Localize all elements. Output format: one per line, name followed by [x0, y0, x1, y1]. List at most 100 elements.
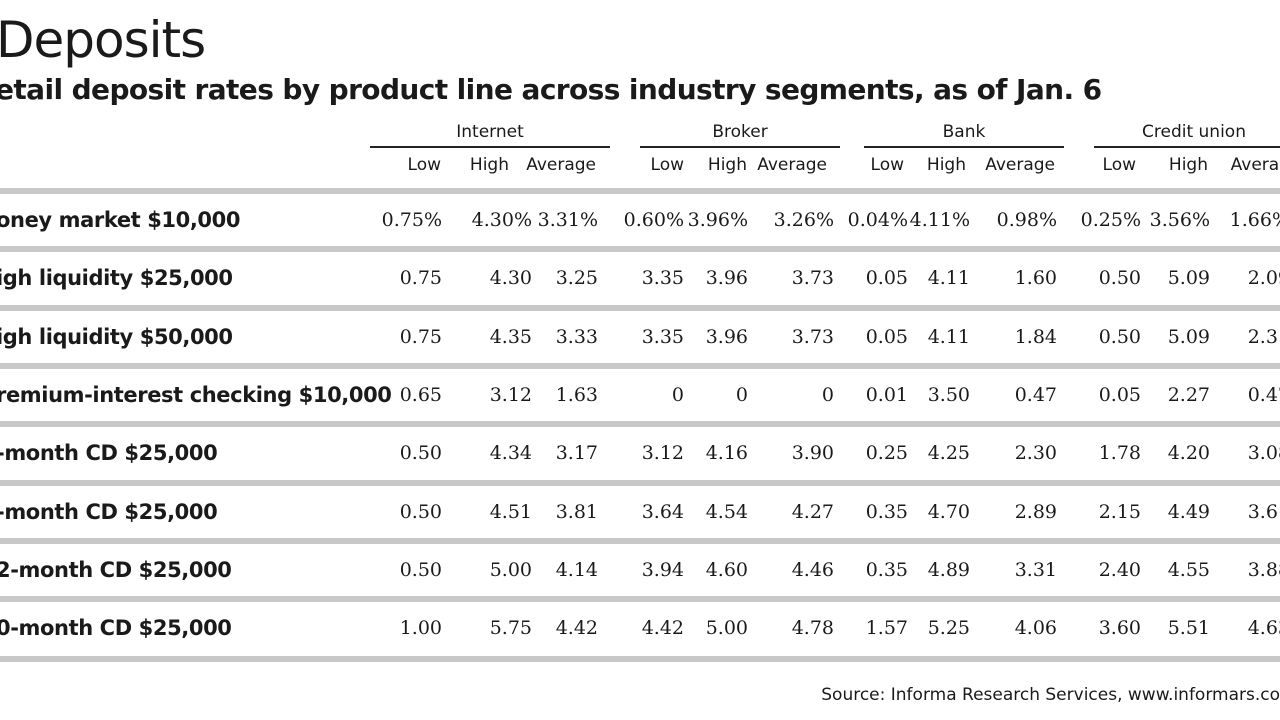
table-cell: 1.84 — [1014, 326, 1057, 348]
column-header-broker-high: High — [707, 155, 747, 175]
group-header-broker: Broker — [712, 122, 768, 142]
group-header-bank: Bank — [942, 122, 986, 142]
table-cell: 3.73 — [791, 267, 834, 289]
table-cell: 0.75 — [399, 326, 442, 348]
table-cell: 0.75% — [381, 209, 442, 231]
table-cell: 0.04% — [847, 209, 908, 231]
table-cell: 4.54 — [705, 501, 748, 523]
table-cell: 3.26% — [773, 209, 834, 231]
column-header-bank-average: Average — [985, 155, 1055, 175]
table-row: igh liquidity $25,000 0.75 4.30 3.25 3.35 3.9… — [0, 246, 1280, 304]
group-rule-broker — [640, 146, 840, 148]
table-cell: 0 — [735, 384, 748, 406]
table-row: oney market $10,000 0.75% 4.30% 3.31% 0.60% 3… — [0, 188, 1280, 246]
table-cell: 3.90 — [791, 442, 834, 464]
table-cell: 3.96 — [705, 267, 748, 289]
table-cell: 4.78 — [791, 617, 834, 639]
table-cell: 5.09 — [1167, 267, 1210, 289]
row-label: igh liquidity $50,000 — [0, 325, 233, 349]
table-cell: 2.40 — [1098, 559, 1141, 581]
row-label: oney market $10,000 — [0, 208, 241, 232]
table-cell: 2.89 — [1014, 501, 1057, 523]
table-cell: 0.50 — [399, 501, 442, 523]
table-cell: 1.60 — [1014, 267, 1057, 289]
table-cell: 3.12 — [641, 442, 684, 464]
group-rule-credit-union — [1094, 146, 1280, 148]
table-cell: 4.27 — [791, 501, 834, 523]
column-header-broker-low: Low — [650, 155, 684, 175]
table-cell: 2.31 — [1247, 326, 1280, 348]
table-cell: 2.15 — [1098, 501, 1141, 523]
table-cell: 0.35 — [865, 501, 908, 523]
table-cell: 0.60% — [623, 209, 684, 231]
table-cell: 3.81 — [555, 501, 598, 523]
table-cell: 5.00 — [705, 617, 748, 639]
table-row: 0-month CD $25,000 1.00 5.75 4.42 4.42 5.00 4.… — [0, 596, 1280, 654]
table-cell: 3.25 — [555, 267, 598, 289]
table-cell: 4.60 — [705, 559, 748, 581]
column-header-internet-average: Average — [526, 155, 596, 175]
table-cell: 4.30 — [489, 267, 532, 289]
table-cell: 3.88 — [1247, 559, 1280, 581]
table-cell: 0.25 — [865, 442, 908, 464]
table-cell: 5.09 — [1167, 326, 1210, 348]
table-bottom-rule — [0, 656, 1280, 662]
table-cell: 3.64 — [641, 501, 684, 523]
row-label: remium-interest checking $10,000 — [0, 383, 392, 407]
table-cell: 3.31 — [1014, 559, 1057, 581]
table-cell: 0.25% — [1080, 209, 1141, 231]
table-cell: 3.35 — [641, 326, 684, 348]
page-title: Deposits — [0, 11, 206, 69]
table-cell: 0.50 — [1098, 267, 1141, 289]
column-header-credit-union-high: High — [1168, 155, 1208, 175]
table-cell: 0.05 — [865, 326, 908, 348]
table-cell: 4.35 — [489, 326, 532, 348]
group-rule-internet — [370, 146, 610, 148]
table-cell: 0 — [671, 384, 684, 406]
table-cell: 0.35 — [865, 559, 908, 581]
column-header-bank-low: Low — [870, 155, 904, 175]
table-cell: 0.50 — [399, 442, 442, 464]
table-cell: 0.47 — [1247, 384, 1280, 406]
table-cell: 4.16 — [705, 442, 748, 464]
table-cell: 4.49 — [1167, 501, 1210, 523]
table-cell: 4.11 — [927, 326, 970, 348]
column-header-internet-high: High — [469, 155, 509, 175]
page-subtitle: etail deposit rates by product line acro… — [0, 73, 1102, 106]
table-cell: 4.30% — [471, 209, 532, 231]
table-cell: 4.25 — [927, 442, 970, 464]
table-cell: 3.96 — [705, 326, 748, 348]
column-header-internet-low: Low — [407, 155, 441, 175]
table-cell: 3.33 — [555, 326, 598, 348]
column-header-broker-average: Average — [757, 155, 827, 175]
table-cell: 4.14 — [555, 559, 598, 581]
row-label: igh liquidity $25,000 — [0, 266, 233, 290]
table-cell: 5.00 — [489, 559, 532, 581]
source-note: Source: Informa Research Services, www.i… — [821, 685, 1280, 705]
table-cell: 4.34 — [489, 442, 532, 464]
group-rule-bank — [864, 146, 1064, 148]
table-cell: 3.56% — [1149, 209, 1210, 231]
table-cell: 0.47 — [1014, 384, 1057, 406]
table-row: -month CD $25,000 0.50 4.51 3.81 3.64 4.54 4.2… — [0, 480, 1280, 538]
table-cell: 1.63 — [555, 384, 598, 406]
column-header-credit-union-average: Averag — [1230, 155, 1280, 175]
table-cell: 0 — [821, 384, 834, 406]
table-cell: 3.17 — [555, 442, 598, 464]
table-cell: 1.78 — [1098, 442, 1141, 464]
table-row: -month CD $25,000 0.50 4.34 3.17 3.12 4.16 3.9… — [0, 421, 1280, 479]
table-cell: 4.42 — [555, 617, 598, 639]
table-cell: 2.09 — [1247, 267, 1280, 289]
table-cell: 4.20 — [1167, 442, 1210, 464]
table-cell: 3.08 — [1247, 442, 1280, 464]
table-cell: 4.63 — [1247, 617, 1280, 639]
table-cell: 0.98% — [996, 209, 1057, 231]
group-header-credit-union: Credit union — [1142, 122, 1246, 142]
table-cell: 1.66% — [1229, 209, 1280, 231]
table-cell: 3.60 — [1098, 617, 1141, 639]
table-cell: 0.50 — [1098, 326, 1141, 348]
table-cell: 0.05 — [1098, 384, 1141, 406]
column-header-credit-union-low: Low — [1102, 155, 1136, 175]
table-cell: 3.96% — [687, 209, 748, 231]
column-header-bank-high: High — [926, 155, 966, 175]
